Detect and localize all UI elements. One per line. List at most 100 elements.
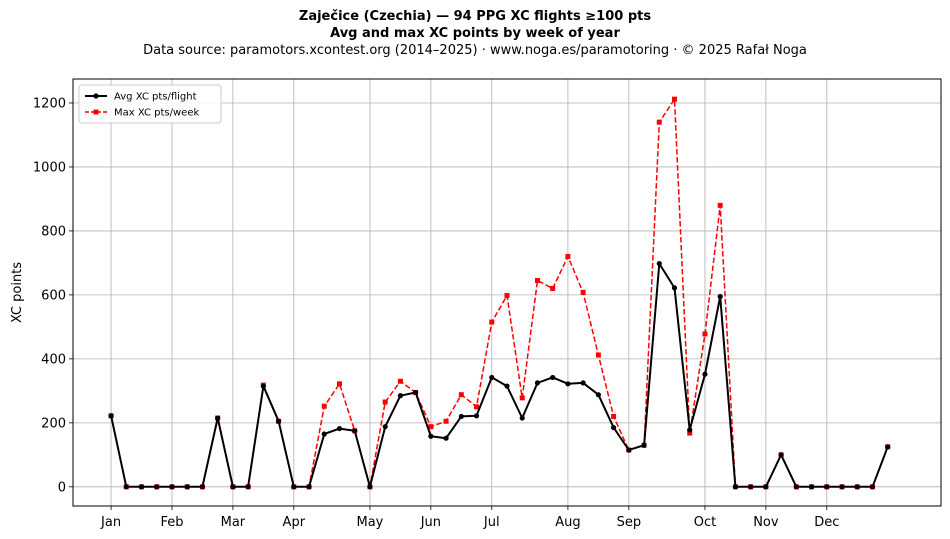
max-series-point xyxy=(489,319,495,325)
avg-series-point xyxy=(534,380,541,386)
avg-series-point xyxy=(778,452,784,458)
avg-series-point xyxy=(489,374,495,381)
avg-series-point xyxy=(702,371,708,377)
max-series-point xyxy=(611,413,617,419)
avg-series-point xyxy=(610,425,617,431)
x-tick-label: Jan xyxy=(100,515,121,530)
avg-series-point xyxy=(504,383,510,389)
avg-series-point xyxy=(717,293,723,300)
avg-series-point xyxy=(732,484,739,490)
avg-series-point xyxy=(260,383,266,389)
avg-series-point xyxy=(321,431,327,437)
y-axis-label: XC points xyxy=(10,262,25,323)
avg-series-point xyxy=(671,285,678,291)
legend-max-label: Max XC pts/week xyxy=(114,108,199,119)
avg-series-point xyxy=(428,433,434,439)
max-series-point xyxy=(458,392,464,398)
avg-series-point xyxy=(869,484,876,490)
avg-series-point xyxy=(413,389,419,396)
legend-box xyxy=(78,84,222,124)
avg-series-point xyxy=(641,442,647,448)
avg-series-point xyxy=(580,380,586,386)
avg-series-point xyxy=(839,484,845,490)
max-series-point xyxy=(656,119,662,125)
avg-series-point xyxy=(245,484,251,490)
axis-ticks: Jan Feb Mar Apr May Jun Jul Aug Sep Oct Nov Dec 0 200… xyxy=(33,96,839,530)
avg-series-point xyxy=(748,484,754,490)
avg-series-point xyxy=(352,428,358,434)
avg-series-point xyxy=(793,484,799,490)
max-series-point xyxy=(428,424,434,430)
max-series-point xyxy=(550,286,556,292)
avg-series-point xyxy=(808,484,815,490)
y-tick-label: 600 xyxy=(41,288,66,303)
x-tick-label: Dec xyxy=(814,515,839,530)
max-series-point xyxy=(672,96,678,102)
avg-series-point xyxy=(215,415,221,421)
avg-series-point xyxy=(336,425,343,432)
x-tick-label: May xyxy=(357,515,384,530)
avg-series-point xyxy=(382,424,388,430)
avg-series-point xyxy=(443,435,449,441)
max-series-line xyxy=(110,98,889,488)
max-series-point xyxy=(519,395,525,401)
y-tick-label: 400 xyxy=(41,352,66,367)
data-source-note: Data source: paramotors.xcontest.org (20… xyxy=(143,43,807,58)
x-tick-label: Oct xyxy=(694,515,716,530)
max-series-point xyxy=(336,381,342,387)
x-tick-label: Aug xyxy=(555,515,580,530)
chart-subtitle: Avg and max XC points by week of year xyxy=(330,26,620,41)
plot-frame xyxy=(72,78,942,507)
avg-series-point xyxy=(595,392,601,398)
max-series-point xyxy=(702,331,708,337)
avg-series-point xyxy=(687,427,693,433)
avg-series-point xyxy=(275,418,282,424)
max-series-point xyxy=(443,418,449,424)
avg-series-point xyxy=(123,484,129,490)
avg-series-point xyxy=(108,413,114,419)
legend-max-marker xyxy=(93,109,99,115)
x-tick-label: Sep xyxy=(617,515,642,530)
avg-series-point xyxy=(824,484,830,490)
max-series-point xyxy=(534,278,540,284)
max-series-point xyxy=(504,293,510,299)
x-tick-label: Jun xyxy=(420,515,441,530)
avg-series-point xyxy=(169,484,175,490)
avg-series-point xyxy=(230,484,236,490)
x-tick-label: Apr xyxy=(283,515,306,530)
max-series-point xyxy=(321,403,327,409)
avg-series-point xyxy=(291,484,297,490)
avg-series-point xyxy=(885,444,891,450)
legend-avg-marker xyxy=(93,93,99,99)
max-series-point xyxy=(687,430,693,436)
title-block: Zaječice (Czechia) — 94 PPG XC flights ≥… xyxy=(0,8,950,59)
avg-series-point xyxy=(550,374,556,381)
max-series-point xyxy=(397,378,403,384)
x-tick-label: Nov xyxy=(753,515,779,530)
avg-series xyxy=(108,260,891,490)
max-series-point xyxy=(595,352,601,358)
x-tick-label: Jul xyxy=(483,515,500,530)
series-layer xyxy=(108,96,891,490)
avg-series-point xyxy=(458,413,464,420)
avg-series-point xyxy=(184,484,190,490)
avg-series-line xyxy=(110,262,889,488)
y-tick-label: 0 xyxy=(58,480,66,495)
legend-avg-label: Avg XC pts/flight xyxy=(114,92,197,103)
y-tick-label: 1200 xyxy=(33,96,66,111)
avg-series-point xyxy=(565,381,571,387)
x-tick-label: Feb xyxy=(160,515,183,530)
max-series-point xyxy=(717,202,723,208)
avg-series-point xyxy=(626,447,632,453)
max-series-point xyxy=(382,399,388,405)
avg-series-point xyxy=(306,484,312,490)
max-series-point xyxy=(565,254,571,260)
avg-series-point xyxy=(656,260,662,267)
avg-series-point xyxy=(397,393,404,399)
avg-series-point xyxy=(854,484,860,490)
avg-series-point xyxy=(138,484,145,490)
avg-series-point xyxy=(763,484,769,490)
y-tick-label: 800 xyxy=(41,224,66,239)
max-series-point xyxy=(474,404,480,410)
